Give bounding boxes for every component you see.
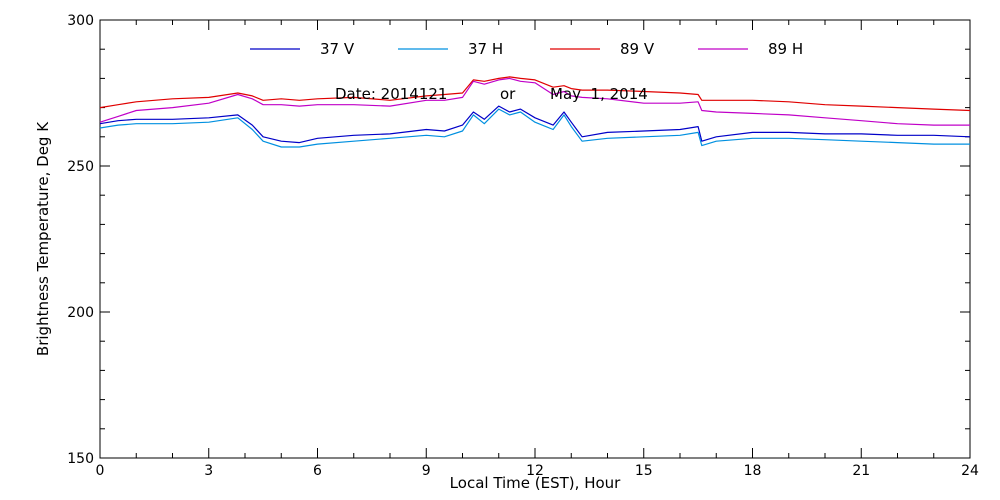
or-label: or xyxy=(500,85,516,103)
x-tick-label: 24 xyxy=(961,463,979,479)
y-tick-label: 300 xyxy=(67,13,94,29)
series-line-37-v xyxy=(99,105,971,144)
legend-label: 89 H xyxy=(768,40,803,58)
x-tick-label: 12 xyxy=(526,463,544,479)
legend-label: 37 H xyxy=(468,40,503,58)
x-tick-label: 0 xyxy=(96,463,105,479)
date-text: May 1, 2014 xyxy=(550,85,648,103)
x-tick-label: 21 xyxy=(852,463,870,479)
series-line-89-h xyxy=(99,77,970,126)
legend-label: 89 V xyxy=(620,40,655,58)
legend-label: 37 V xyxy=(320,40,355,58)
plot-area-frame xyxy=(99,19,971,459)
x-tick-label: 9 xyxy=(422,463,431,479)
x-tick-label: 3 xyxy=(204,463,213,479)
x-tick-label: 15 xyxy=(635,463,653,479)
y-axis-label: Brightness Temperature, Deg K xyxy=(34,121,52,356)
y-tick-label: 150 xyxy=(67,451,94,467)
series-line-89-v xyxy=(99,76,971,112)
date-label: Date: 2014121 xyxy=(335,85,447,103)
legend: 37 V 37 H 89 V 89 H xyxy=(250,40,803,58)
y-tick-label: 200 xyxy=(67,305,94,321)
series-line-37-h xyxy=(99,108,970,148)
x-axis: 0 3 6 9 12 15 18 21 24 xyxy=(96,20,979,479)
series-lines xyxy=(99,76,971,148)
x-tick-label: 18 xyxy=(744,463,762,479)
x-axis-label: Local Time (EST), Hour xyxy=(450,474,621,492)
x-tick-label: 6 xyxy=(313,463,322,479)
y-tick-label: 250 xyxy=(67,159,94,175)
y-axis: 150 200 250 300 xyxy=(67,13,970,467)
